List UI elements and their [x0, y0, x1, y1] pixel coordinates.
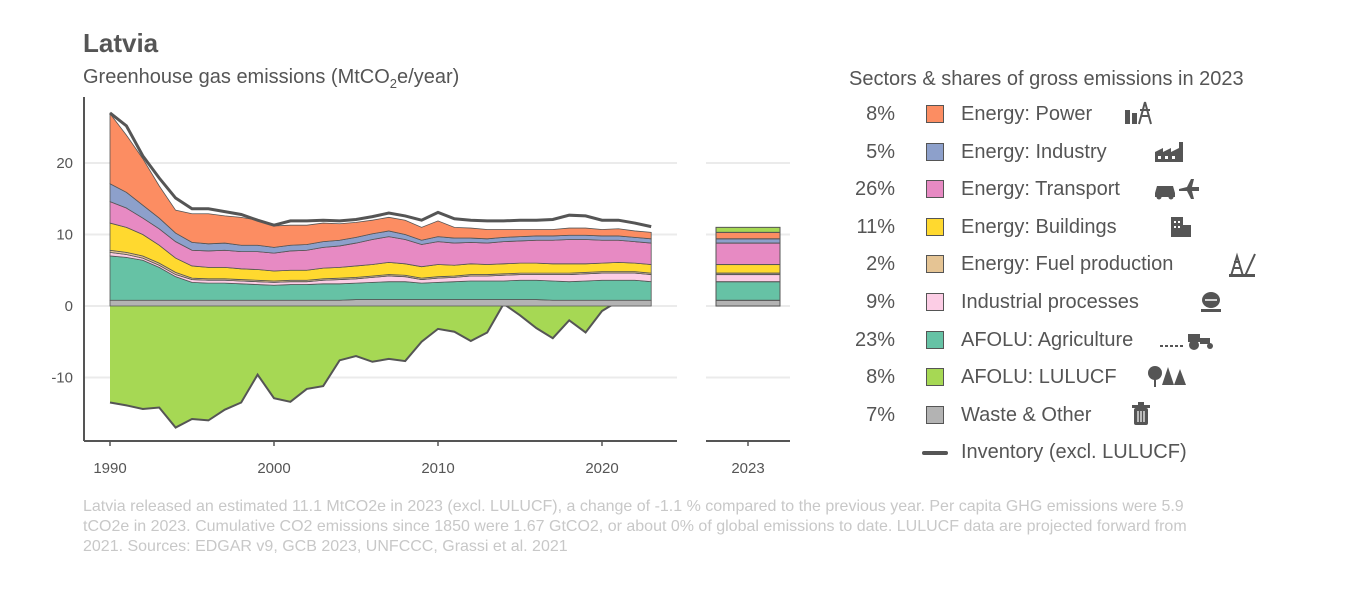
- legend-item: 23% AFOLU: Agriculture: [840, 326, 1340, 356]
- legend-item: 8% Energy: Power: [840, 100, 1340, 130]
- caption: Latvia released an estimated 11.1 MtCO2e…: [83, 498, 1187, 555]
- y-tick-label: 0: [65, 298, 73, 315]
- legend-item: 11% Energy: Buildings: [840, 213, 1340, 243]
- subtitle-subscript: 2: [389, 76, 398, 91]
- legend-item: 8% AFOLU: LULUCF: [840, 363, 1340, 393]
- bar-segment-waste-other: [715, 299, 781, 307]
- legend-item: 2% Energy: Fuel production: [840, 250, 1340, 280]
- subtitle-text: Greenhouse gas emissions (MtCO: [83, 66, 390, 88]
- legend-swatch: [926, 217, 944, 236]
- y-tick-label: -10: [51, 370, 73, 387]
- chart-subtitle: Greenhouse gas emissions (MtCO2e/year): [83, 66, 459, 91]
- legend-share: 8%: [866, 366, 895, 389]
- bar-segment-energy-buildings: [715, 264, 781, 274]
- legend-item: 5% Energy: Industry: [840, 138, 1340, 168]
- legend-item: 26% Energy: Transport: [840, 175, 1340, 205]
- bar-segment-lulucf: [715, 226, 781, 233]
- x-tick-label: 1990: [93, 460, 126, 477]
- factory-icon: [1153, 138, 1189, 169]
- bar-year-label: 2023: [731, 460, 764, 477]
- bar-segment-energy-transport: [715, 242, 781, 266]
- cement-mixer-icon: [1197, 288, 1227, 319]
- legend-share: 23%: [854, 328, 895, 351]
- legend-share: 26%: [854, 178, 895, 201]
- legend-line-swatch: [922, 451, 948, 456]
- bar-segment-industrial-processes: [715, 274, 781, 283]
- legend-item: 9% Industrial processes: [840, 288, 1340, 318]
- legend-swatch: [926, 405, 944, 424]
- legend-label: Energy: Fuel production: [961, 253, 1174, 276]
- legend-swatch: [926, 293, 944, 311]
- legend-item-inventory: Inventory (excl. LULUCF): [840, 438, 1340, 468]
- chart-title: Latvia: [83, 28, 159, 58]
- legend-label: AFOLU: Agriculture: [961, 328, 1134, 351]
- legend-swatch: [926, 105, 944, 123]
- bar-segment-afolu-agriculture: [715, 281, 781, 301]
- power-plant-icon: [1123, 100, 1157, 131]
- area-energy-power: [109, 112, 652, 248]
- legend-label: Industrial processes: [961, 291, 1139, 313]
- area-lulucf: [110, 300, 652, 428]
- buildings-icon: [1168, 213, 1194, 244]
- legend-item: 7% Waste & Other: [840, 401, 1340, 431]
- legend-swatch: [926, 142, 944, 161]
- y-tick-label: 20: [56, 155, 73, 172]
- lulucf-outline: [109, 299, 652, 429]
- legend-label: AFOLU: LULUCF: [961, 366, 1117, 389]
- legend-share: 2%: [866, 253, 895, 276]
- legend-title: Sectors & shares of gross emissions in 2…: [849, 68, 1244, 90]
- x-tick-label: 2020: [585, 460, 618, 477]
- legend-label: Energy: Transport: [961, 178, 1120, 201]
- legend-share: 11%: [856, 215, 895, 238]
- emissions-chart: -10 0 10 20 1990 2000 2010 2020 2023: [51, 97, 790, 477]
- x-tick-label: 2000: [257, 460, 290, 477]
- x-tick-label: 2010: [421, 460, 454, 477]
- y-tick-label: 10: [56, 227, 73, 244]
- legend-label: Energy: Buildings: [961, 215, 1117, 238]
- legend-share: 9%: [866, 291, 895, 313]
- legend-share: 7%: [866, 403, 895, 426]
- legend-label: Waste & Other: [961, 403, 1092, 426]
- trash-icon: [1130, 401, 1154, 432]
- bar-segment-energy-industry: [715, 238, 781, 244]
- legend-swatch: [926, 368, 944, 387]
- oil-rig-icon: [1227, 250, 1257, 283]
- legend-label: Energy: Power: [961, 103, 1093, 125]
- subtitle-unit: e/year): [397, 66, 460, 88]
- trees-icon: [1146, 363, 1190, 394]
- legend-share: 8%: [866, 103, 895, 125]
- legend-label: Energy: Industry: [961, 140, 1107, 163]
- tractor-icon: [1158, 326, 1218, 357]
- legend-swatch: [926, 255, 944, 274]
- legend-share: 5%: [866, 140, 895, 163]
- legend-swatch: [926, 330, 944, 349]
- car-plane-icon: [1153, 175, 1201, 206]
- bar-segment-energy-power: [715, 231, 781, 240]
- legend-swatch: [926, 180, 944, 199]
- inventory-line: [109, 111, 652, 229]
- legend-label: Inventory (excl. LULUCF): [961, 441, 1187, 464]
